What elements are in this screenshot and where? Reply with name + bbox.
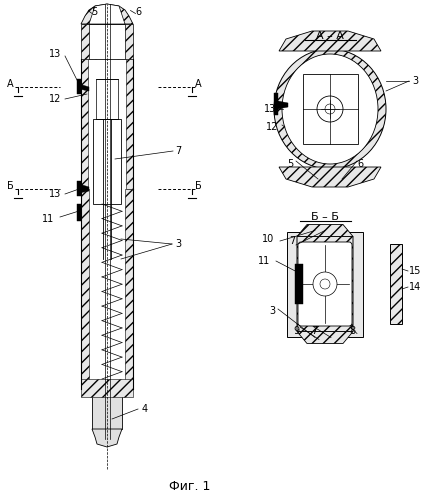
Polygon shape: [279, 31, 381, 51]
Text: 13: 13: [49, 49, 61, 59]
Polygon shape: [92, 429, 122, 447]
Polygon shape: [77, 79, 81, 94]
Polygon shape: [126, 59, 133, 189]
Polygon shape: [89, 24, 125, 59]
FancyBboxPatch shape: [298, 242, 352, 326]
Polygon shape: [79, 184, 89, 193]
Text: 6: 6: [357, 159, 363, 169]
Text: 7: 7: [289, 236, 295, 246]
Text: 7: 7: [311, 326, 317, 336]
Polygon shape: [278, 101, 288, 109]
Text: 3: 3: [175, 239, 181, 249]
Polygon shape: [81, 189, 89, 389]
Polygon shape: [77, 204, 81, 221]
Text: Б – Б: Б – Б: [311, 212, 339, 222]
Ellipse shape: [282, 54, 378, 164]
Polygon shape: [295, 264, 303, 304]
Text: 11: 11: [258, 256, 270, 266]
Polygon shape: [93, 119, 121, 204]
Circle shape: [313, 272, 337, 296]
Polygon shape: [81, 59, 88, 189]
Polygon shape: [279, 167, 381, 187]
FancyBboxPatch shape: [297, 237, 353, 331]
Text: 3: 3: [412, 76, 418, 86]
Text: 12: 12: [49, 94, 61, 104]
Bar: [390, 244, 402, 324]
Text: 15: 15: [409, 266, 421, 276]
Text: 14: 14: [409, 282, 421, 292]
Polygon shape: [79, 84, 89, 91]
Bar: [302, 74, 358, 144]
Bar: [287, 232, 363, 336]
Ellipse shape: [274, 49, 386, 169]
Circle shape: [317, 96, 343, 122]
Text: 11: 11: [42, 214, 54, 224]
Text: 12: 12: [266, 122, 278, 132]
Text: 3: 3: [269, 306, 275, 316]
Text: 7: 7: [175, 146, 181, 156]
Polygon shape: [297, 225, 353, 237]
Text: 8: 8: [349, 326, 355, 336]
Polygon shape: [77, 181, 81, 196]
Text: А – А: А – А: [316, 31, 344, 41]
Text: 4: 4: [142, 404, 148, 414]
Polygon shape: [81, 379, 133, 397]
Text: А: А: [195, 79, 201, 89]
Polygon shape: [274, 93, 278, 115]
Polygon shape: [297, 331, 353, 343]
Text: Б: Б: [7, 181, 13, 191]
Polygon shape: [125, 189, 133, 389]
Polygon shape: [96, 79, 118, 119]
Text: 5: 5: [287, 159, 293, 169]
Polygon shape: [89, 4, 125, 24]
Text: 10: 10: [262, 234, 274, 244]
Text: 6: 6: [135, 7, 141, 17]
Polygon shape: [81, 24, 133, 59]
Bar: [299, 243, 351, 325]
Text: Б: Б: [194, 181, 201, 191]
Text: 9: 9: [293, 326, 299, 336]
Text: 13: 13: [49, 189, 61, 199]
Text: 13: 13: [264, 104, 276, 114]
Text: 5: 5: [91, 7, 97, 17]
Text: Фиг. 1: Фиг. 1: [169, 481, 210, 494]
Text: А: А: [7, 79, 13, 89]
Polygon shape: [92, 389, 122, 429]
Polygon shape: [81, 4, 133, 24]
